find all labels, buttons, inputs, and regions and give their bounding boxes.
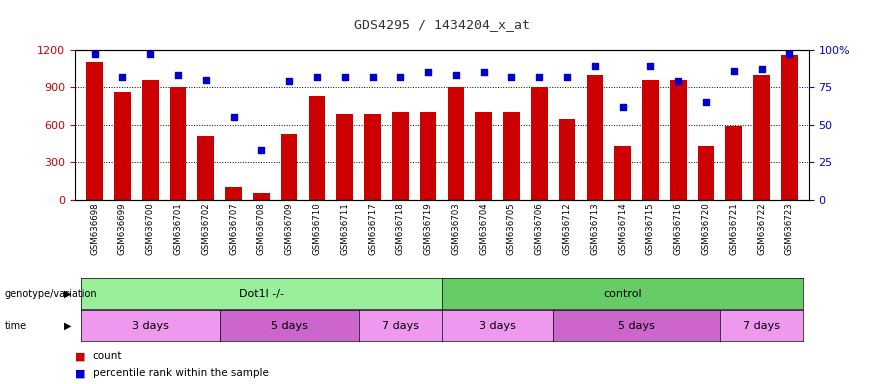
Point (532, 74, 546, 80)
Point (699, 99, 713, 106)
Text: ▶: ▶ (64, 289, 71, 299)
Point (310, 74, 324, 80)
Point (588, 63, 602, 70)
Text: Dot1l -/-: Dot1l -/- (239, 289, 284, 299)
Bar (309, 96, 325, 200)
Bar (170, 88, 187, 200)
Text: 7 days: 7 days (382, 321, 419, 331)
Text: 3 days: 3 days (132, 321, 169, 331)
Bar (141, 80, 158, 200)
Text: time: time (4, 321, 27, 331)
Bar (281, 134, 298, 200)
Text: ■: ■ (75, 351, 86, 361)
Point (171, 72, 185, 78)
Bar (753, 75, 770, 200)
Bar (225, 187, 242, 200)
Point (143, 51, 157, 58)
Point (505, 74, 519, 80)
Point (199, 77, 213, 83)
Bar (197, 136, 214, 200)
Point (727, 68, 741, 74)
Point (476, 70, 491, 76)
Bar (87, 63, 103, 200)
Bar (447, 88, 464, 200)
Point (338, 74, 352, 80)
Point (88, 51, 102, 58)
Bar (253, 194, 270, 200)
Point (644, 63, 658, 70)
Text: ▶: ▶ (64, 321, 71, 331)
Bar (614, 146, 631, 200)
Point (782, 51, 796, 58)
Bar (337, 114, 353, 200)
Point (421, 70, 435, 76)
Point (115, 74, 129, 80)
Point (449, 72, 463, 78)
Point (393, 74, 408, 80)
Point (226, 114, 240, 121)
Bar (726, 126, 743, 200)
Bar (697, 146, 714, 200)
Text: control: control (604, 289, 642, 299)
Bar (781, 55, 797, 200)
Bar (670, 80, 687, 200)
Text: ■: ■ (75, 368, 86, 378)
Point (671, 78, 685, 84)
Bar (476, 113, 492, 200)
Point (365, 74, 379, 80)
Bar (586, 75, 603, 200)
Point (560, 74, 574, 80)
Text: percentile rank within the sample: percentile rank within the sample (93, 368, 269, 378)
Text: 5 days: 5 days (271, 321, 308, 331)
Point (282, 78, 296, 84)
Bar (364, 114, 381, 200)
Bar (503, 113, 520, 200)
Text: genotype/variation: genotype/variation (4, 289, 97, 299)
Point (755, 66, 769, 73)
Text: GDS4295 / 1434204_x_at: GDS4295 / 1434204_x_at (354, 18, 530, 31)
Bar (420, 113, 437, 200)
Bar (559, 119, 575, 200)
Text: 3 days: 3 days (479, 321, 516, 331)
Text: count: count (93, 351, 122, 361)
Point (615, 104, 629, 110)
Bar (531, 88, 547, 200)
Bar (392, 113, 408, 200)
Bar (114, 93, 131, 200)
Bar (642, 80, 659, 200)
Text: 5 days: 5 days (618, 321, 655, 331)
Point (255, 147, 269, 153)
Text: 7 days: 7 days (743, 321, 780, 331)
